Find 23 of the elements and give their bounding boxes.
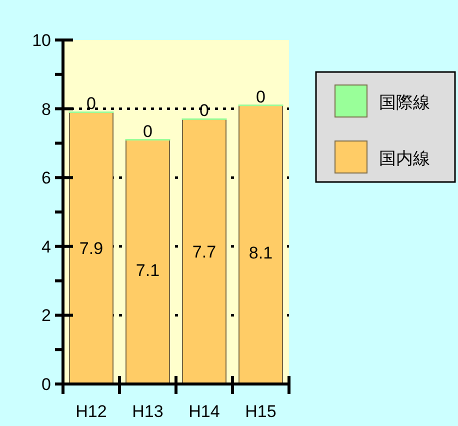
y-tick-label: 6 xyxy=(42,168,51,188)
bar xyxy=(69,112,114,384)
bar xyxy=(238,104,283,384)
y-tick-label: 10 xyxy=(32,31,51,50)
legend-label: 国際線 xyxy=(379,93,430,112)
data-label: 0 xyxy=(256,87,266,106)
data-label: 0 xyxy=(86,94,96,114)
data-label: 7.1 xyxy=(136,260,160,280)
data-label: 7.9 xyxy=(79,239,104,258)
x-tick-label: H13 xyxy=(132,402,164,421)
data-label: 8.1 xyxy=(248,244,273,263)
y-tick-label: 8 xyxy=(42,100,51,119)
x-tick-label: H15 xyxy=(245,402,276,421)
y-tick-label: 0 xyxy=(42,375,51,394)
data-label: 7.7 xyxy=(192,242,216,262)
y-tick-label: 2 xyxy=(42,306,51,326)
bar xyxy=(125,139,170,384)
bar xyxy=(182,118,226,384)
x-tick-label: H14 xyxy=(188,402,220,421)
legend-label: 国内線 xyxy=(379,149,430,168)
y-tick-label: 4 xyxy=(42,237,51,256)
x-tick-label: H12 xyxy=(76,402,107,421)
data-label: 0 xyxy=(143,122,152,141)
